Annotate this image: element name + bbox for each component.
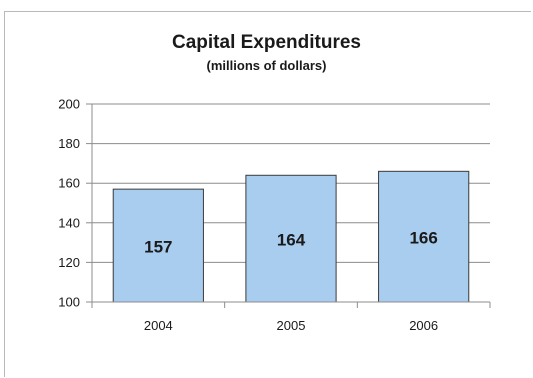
- y-tick-label: 160: [58, 176, 80, 191]
- bar-2006: [378, 170, 470, 303]
- y-tick-label: 180: [58, 136, 80, 151]
- y-tick-label: 100: [58, 295, 80, 310]
- y-tick-label: 140: [58, 215, 80, 230]
- chart-title: Capital Expenditures: [172, 32, 361, 53]
- labels: 100 120 140 160 180 200 157 2004 164 2005 166 2006: [58, 97, 438, 334]
- data-label: 166: [409, 229, 437, 248]
- y-tick-label: 200: [58, 97, 80, 112]
- bars: [112, 170, 470, 303]
- x-tick-label: 2004: [144, 318, 173, 333]
- y-tick-label: 120: [58, 255, 80, 270]
- x-tick-label: 2006: [409, 318, 438, 333]
- data-label: 157: [144, 238, 172, 257]
- x-tick-label: 2005: [277, 318, 306, 333]
- data-label: 164: [277, 231, 306, 250]
- bar-2005: [245, 174, 337, 303]
- chart-subtitle: (millions of dollars): [206, 58, 327, 73]
- bar-2004: [112, 188, 204, 303]
- axes: [86, 103, 491, 308]
